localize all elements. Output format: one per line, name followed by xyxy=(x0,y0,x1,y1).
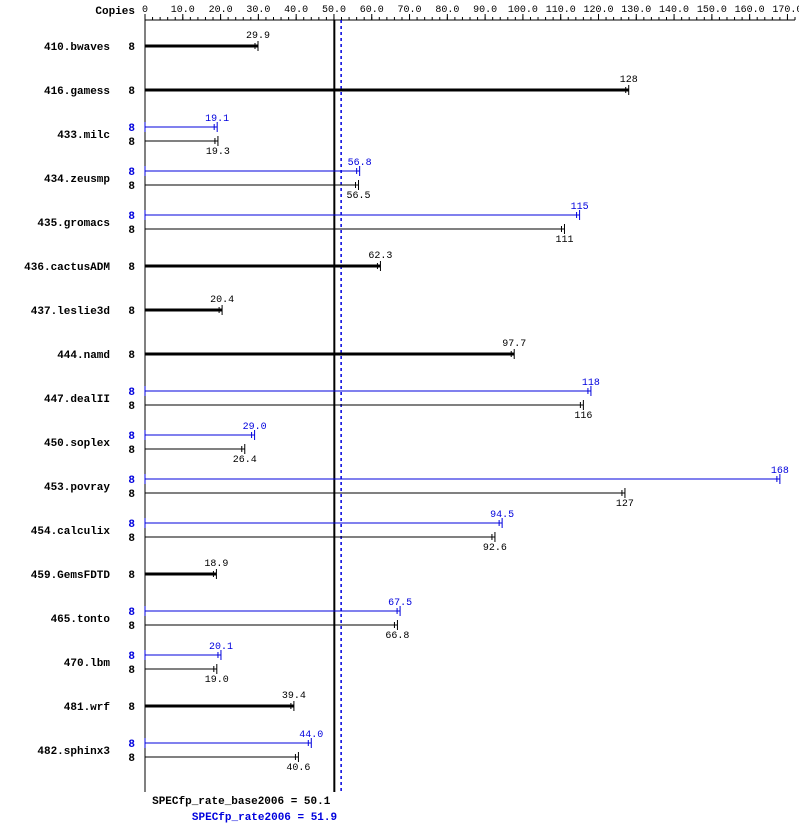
copies-value: 8 xyxy=(128,702,135,714)
benchmark-label: 454.calculix xyxy=(31,526,111,538)
peak-value-label: 67.5 xyxy=(388,598,412,609)
copies-value-base: 8 xyxy=(128,137,135,149)
base-value-label: 128 xyxy=(620,75,638,86)
copies-value-peak: 8 xyxy=(128,475,135,487)
base-value-label: 20.4 xyxy=(210,295,234,306)
benchmark-label: 470.lbm xyxy=(64,658,111,670)
copies-value: 8 xyxy=(128,42,135,54)
copies-value-peak: 8 xyxy=(128,651,135,663)
x-tick-label: 170.0 xyxy=(772,5,799,16)
x-tick-label: 150.0 xyxy=(697,5,727,16)
copies-value-base: 8 xyxy=(128,489,135,501)
x-tick-label: 160.0 xyxy=(735,5,765,16)
peak-value-label: 115 xyxy=(571,202,589,213)
x-tick-label: 80.0 xyxy=(435,5,459,16)
copies-value-peak: 8 xyxy=(128,431,135,443)
benchmark-label: 410.bwaves xyxy=(44,42,110,54)
peak-value-label: 56.8 xyxy=(348,158,372,169)
benchmark-label: 481.wrf xyxy=(64,702,111,714)
base-value-label: 18.9 xyxy=(204,559,228,570)
copies-value: 8 xyxy=(128,306,135,318)
peak-value-label: 29.0 xyxy=(243,422,267,433)
copies-value-peak: 8 xyxy=(128,739,135,751)
base-value-label: 29.9 xyxy=(246,31,270,42)
copies-value-base: 8 xyxy=(128,753,135,765)
copies-value-base: 8 xyxy=(128,445,135,457)
spec-rate-chart: 0 10.0 20.0 30.0 40.0 50.0 60.0 70.0 80.0 90.0 100… xyxy=(0,0,799,831)
copies-value-peak: 8 xyxy=(128,123,135,135)
copies-value: 8 xyxy=(128,86,135,98)
copies-value-peak: 8 xyxy=(128,211,135,223)
peak-value-label: 168 xyxy=(771,466,789,477)
benchmark-label: 450.soplex xyxy=(44,438,110,450)
copies-header: Copies xyxy=(95,6,135,18)
base-value-label: 116 xyxy=(574,411,592,422)
peak-value-label: 44.0 xyxy=(299,730,323,741)
base-value-label: 92.6 xyxy=(483,543,507,554)
benchmark-label: 433.milc xyxy=(57,130,110,142)
benchmark-label: 482.sphinx3 xyxy=(37,746,110,758)
base-value-label: 97.7 xyxy=(502,339,526,350)
x-tick-label: 140.0 xyxy=(659,5,689,16)
copies-value: 8 xyxy=(128,570,135,582)
base-value-label: 40.6 xyxy=(286,763,310,774)
reference-label: SPECfp_rate_base2006 = 50.1 xyxy=(152,796,331,808)
base-value-label: 62.3 xyxy=(368,251,392,262)
x-tick-label: 100.0 xyxy=(508,5,538,16)
benchmark-label: 434.zeusmp xyxy=(44,174,110,186)
base-value-label: 19.3 xyxy=(206,147,230,158)
benchmark-label: 416.gamess xyxy=(44,86,110,98)
copies-value: 8 xyxy=(128,262,135,274)
copies-value-peak: 8 xyxy=(128,167,135,179)
benchmark-label: 436.cactusADM xyxy=(24,262,110,274)
x-tick-label: 50.0 xyxy=(322,5,346,16)
benchmark-label: 453.povray xyxy=(44,482,110,494)
benchmark-label: 459.GemsFDTD xyxy=(31,570,111,582)
benchmark-label: 447.dealII xyxy=(44,394,110,406)
x-tick-label: 40.0 xyxy=(284,5,308,16)
copies-value-base: 8 xyxy=(128,181,135,193)
reference-label: SPECfp_rate2006 = 51.9 xyxy=(192,812,337,824)
base-value-label: 26.4 xyxy=(233,455,257,466)
base-value-label: 56.5 xyxy=(347,191,371,202)
x-tick-label: 90.0 xyxy=(473,5,497,16)
copies-value-base: 8 xyxy=(128,665,135,677)
copies-value-base: 8 xyxy=(128,533,135,545)
x-tick-label: 60.0 xyxy=(360,5,384,16)
peak-value-label: 20.1 xyxy=(209,642,233,653)
peak-value-label: 94.5 xyxy=(490,510,514,521)
base-value-label: 66.8 xyxy=(385,631,409,642)
x-tick-label: 30.0 xyxy=(246,5,270,16)
x-tick-label: 10.0 xyxy=(171,5,195,16)
base-value-label: 111 xyxy=(555,235,573,246)
x-tick-label: 0 xyxy=(142,5,148,16)
x-tick-label: 110.0 xyxy=(546,5,576,16)
copies-value-peak: 8 xyxy=(128,607,135,619)
base-value-label: 127 xyxy=(616,499,634,510)
x-tick-label: 130.0 xyxy=(621,5,651,16)
benchmark-label: 437.leslie3d xyxy=(31,306,110,318)
chart-bg xyxy=(0,0,799,831)
copies-value-peak: 8 xyxy=(128,519,135,531)
copies-value: 8 xyxy=(128,350,135,362)
benchmark-label: 465.tonto xyxy=(51,614,111,626)
copies-value-base: 8 xyxy=(128,401,135,413)
benchmark-label: 444.namd xyxy=(57,350,110,362)
x-tick-label: 70.0 xyxy=(398,5,422,16)
peak-value-label: 19.1 xyxy=(205,114,229,125)
benchmark-label: 435.gromacs xyxy=(37,218,110,230)
base-value-label: 39.4 xyxy=(282,691,306,702)
peak-value-label: 118 xyxy=(582,378,600,389)
copies-value-base: 8 xyxy=(128,621,135,633)
x-tick-label: 120.0 xyxy=(583,5,613,16)
copies-value-peak: 8 xyxy=(128,387,135,399)
base-value-label: 19.0 xyxy=(205,675,229,686)
copies-value-base: 8 xyxy=(128,225,135,237)
x-tick-label: 20.0 xyxy=(209,5,233,16)
